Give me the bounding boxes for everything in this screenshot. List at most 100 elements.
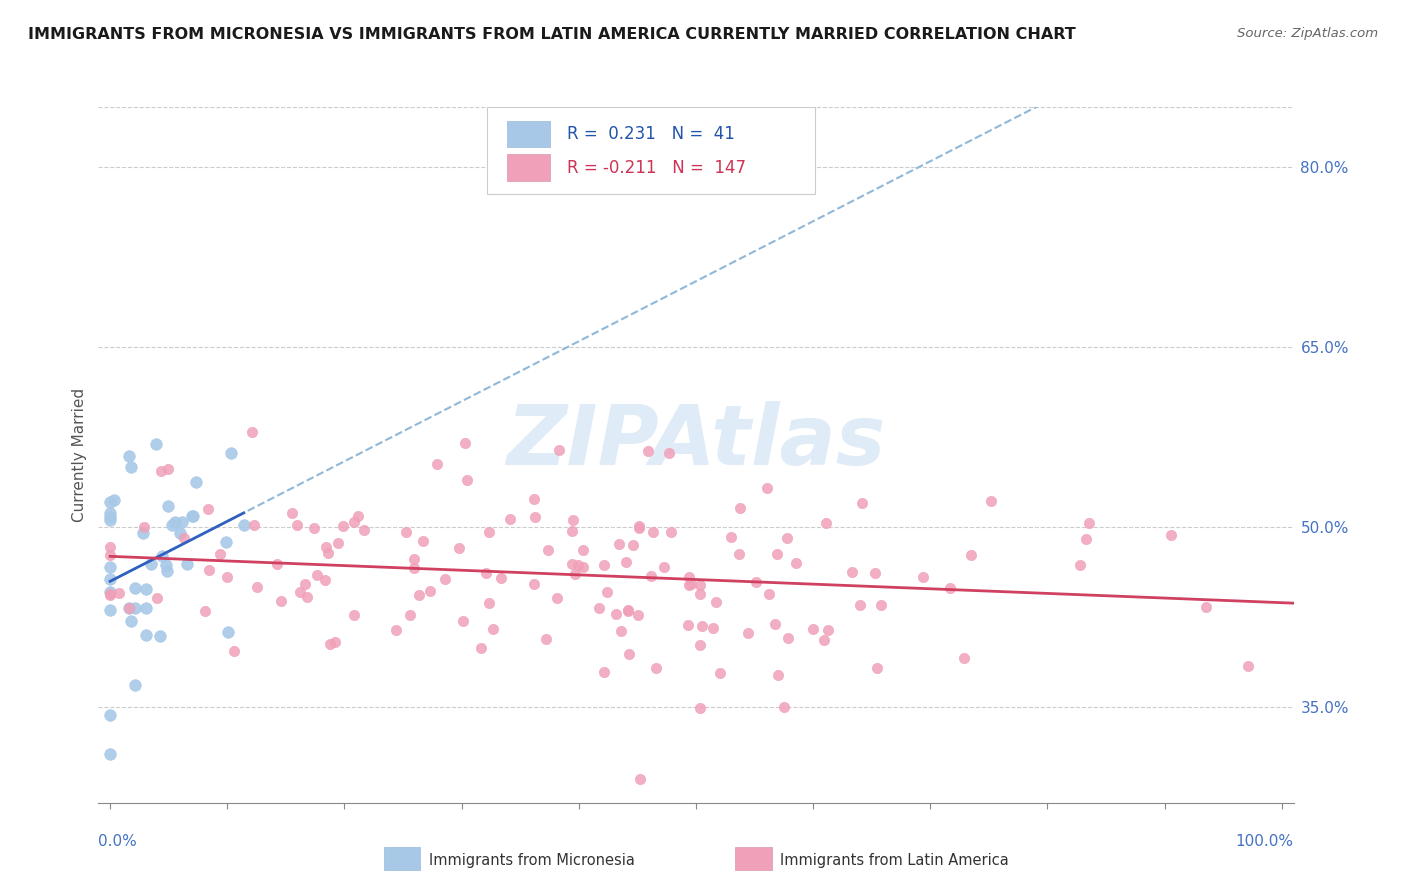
Point [866,661,889,675]
Point [155,558,177,573]
Point [347,509,370,524]
Text: IMMIGRANTS FROM MICRONESIA VS IMMIGRANTS FROM LATIN AMERICA CURRENTLY MARRIED CO: IMMIGRANTS FROM MICRONESIA VS IMMIGRANTS… [28,27,1076,42]
Point [689,638,711,652]
Point [146,591,169,606]
Point [593,665,616,680]
Point [593,558,616,572]
Point [315,540,337,554]
Point [571,560,593,574]
Point [135,627,157,641]
Point [323,635,346,649]
Point [150,549,173,564]
Point [98,548,121,562]
Point [285,517,308,532]
Point [426,457,449,471]
Point [149,629,172,643]
Point [617,604,640,618]
Point [815,516,838,530]
Point [640,569,662,583]
Point [658,446,681,460]
Point [98,573,121,587]
Bar [508,121,550,147]
Point [849,598,872,612]
Point [548,442,571,457]
Point [960,549,983,563]
Point [118,449,141,463]
Point [637,443,659,458]
Point [481,622,503,636]
Point [103,493,125,508]
Point [702,622,724,636]
Point [763,616,786,631]
Point [222,643,245,657]
Point [523,509,546,524]
Point [813,633,835,648]
Point [343,516,366,530]
Point [173,531,195,545]
Point [720,530,742,544]
Point [232,518,254,533]
Point [156,564,179,578]
Point [217,624,239,639]
Point [266,557,288,571]
Point [398,607,420,622]
Point [454,436,477,450]
Point [314,573,336,587]
Point [157,500,180,514]
Point [135,600,157,615]
Point [561,524,583,538]
Point [727,547,749,561]
Point [1329,622,1351,636]
Point [617,647,640,661]
Point [98,495,121,509]
Point [567,558,589,572]
Point [534,632,557,647]
Point [1237,659,1260,673]
Point [572,543,595,558]
Y-axis label: Currently Married: Currently Married [72,388,87,522]
Point [863,566,886,580]
Point [953,650,976,665]
Point [607,537,630,551]
Point [605,607,627,622]
Point [870,598,893,612]
Point [145,437,167,451]
Point [690,619,713,633]
Point [215,570,238,584]
Text: 100.0%: 100.0% [1236,834,1294,849]
Point [98,707,121,722]
Point [150,464,173,478]
Point [546,591,568,605]
Point [523,491,546,506]
Point [679,577,702,591]
Point [678,569,700,583]
Point [709,665,731,680]
Point [561,557,583,571]
Point [773,700,796,714]
Point [198,563,221,577]
Point [246,580,269,594]
Text: Immigrants from Micronesia: Immigrants from Micronesia [429,854,634,868]
Point [280,506,302,520]
Point [817,624,839,638]
Point [627,521,650,535]
Point [478,596,501,610]
Point [98,560,121,574]
Point [628,772,651,786]
Point [745,575,768,590]
Point [98,603,121,617]
Point [307,568,329,582]
Point [118,601,141,615]
Point [447,541,470,555]
Text: 0.0%: 0.0% [98,834,138,849]
Point [689,578,711,592]
Point [621,538,644,552]
Point [121,460,143,475]
Point [475,566,498,580]
Point [641,525,664,540]
Point [980,494,1002,508]
Point [385,623,408,637]
Point [801,622,824,636]
Point [395,524,418,539]
Point [755,481,778,495]
